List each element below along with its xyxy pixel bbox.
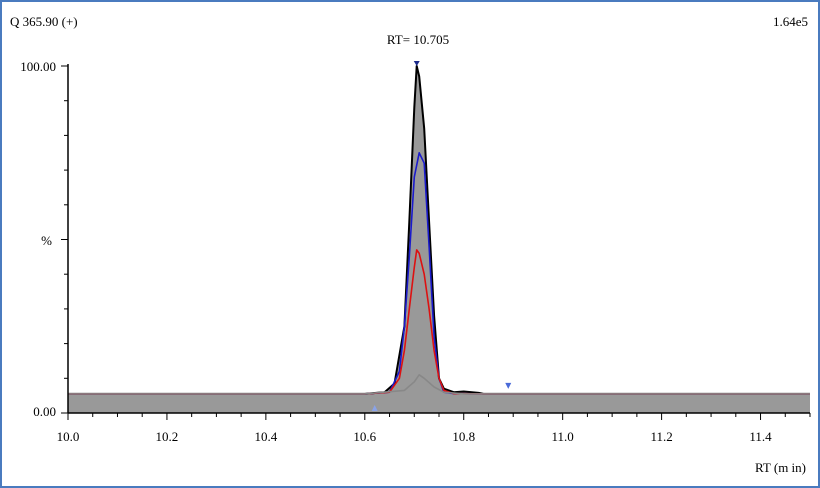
series-fill-0 bbox=[68, 66, 810, 413]
mass-label: Q 365.90 (+) bbox=[10, 14, 78, 29]
integration-end-marker bbox=[505, 382, 512, 389]
x-tick-label: 11.2 bbox=[650, 429, 672, 444]
rt-annotation: RT= 10.705 bbox=[387, 32, 449, 47]
series-line-1 bbox=[68, 152, 810, 395]
x-axis-label: RT (m in) bbox=[755, 460, 806, 475]
peak-apex-marker bbox=[413, 61, 420, 66]
intensity-label: 1.64e5 bbox=[773, 14, 808, 29]
x-tick-label: 11.4 bbox=[749, 429, 772, 444]
integration-start-marker bbox=[371, 405, 378, 411]
x-tick-label: 10.8 bbox=[452, 429, 475, 444]
series-line-3 bbox=[68, 373, 810, 395]
y-tick-label-max: 100.00 bbox=[20, 59, 56, 74]
plot-layer bbox=[68, 65, 810, 413]
series-line-0 bbox=[68, 65, 810, 395]
y-tick-label-min: 0.00 bbox=[33, 404, 56, 419]
x-tick-label: 10.0 bbox=[57, 429, 80, 444]
y-axis-label: % bbox=[41, 233, 52, 248]
x-tick-label: 11.0 bbox=[552, 429, 574, 444]
x-tick-label: 10.2 bbox=[156, 429, 179, 444]
x-tick-label: 10.4 bbox=[254, 429, 277, 444]
x-tick-label: 10.6 bbox=[353, 429, 376, 444]
axis-layer: 10.0 10.2 10.4 10.6 10.8 11.0 11.2 11.4 bbox=[57, 61, 811, 444]
